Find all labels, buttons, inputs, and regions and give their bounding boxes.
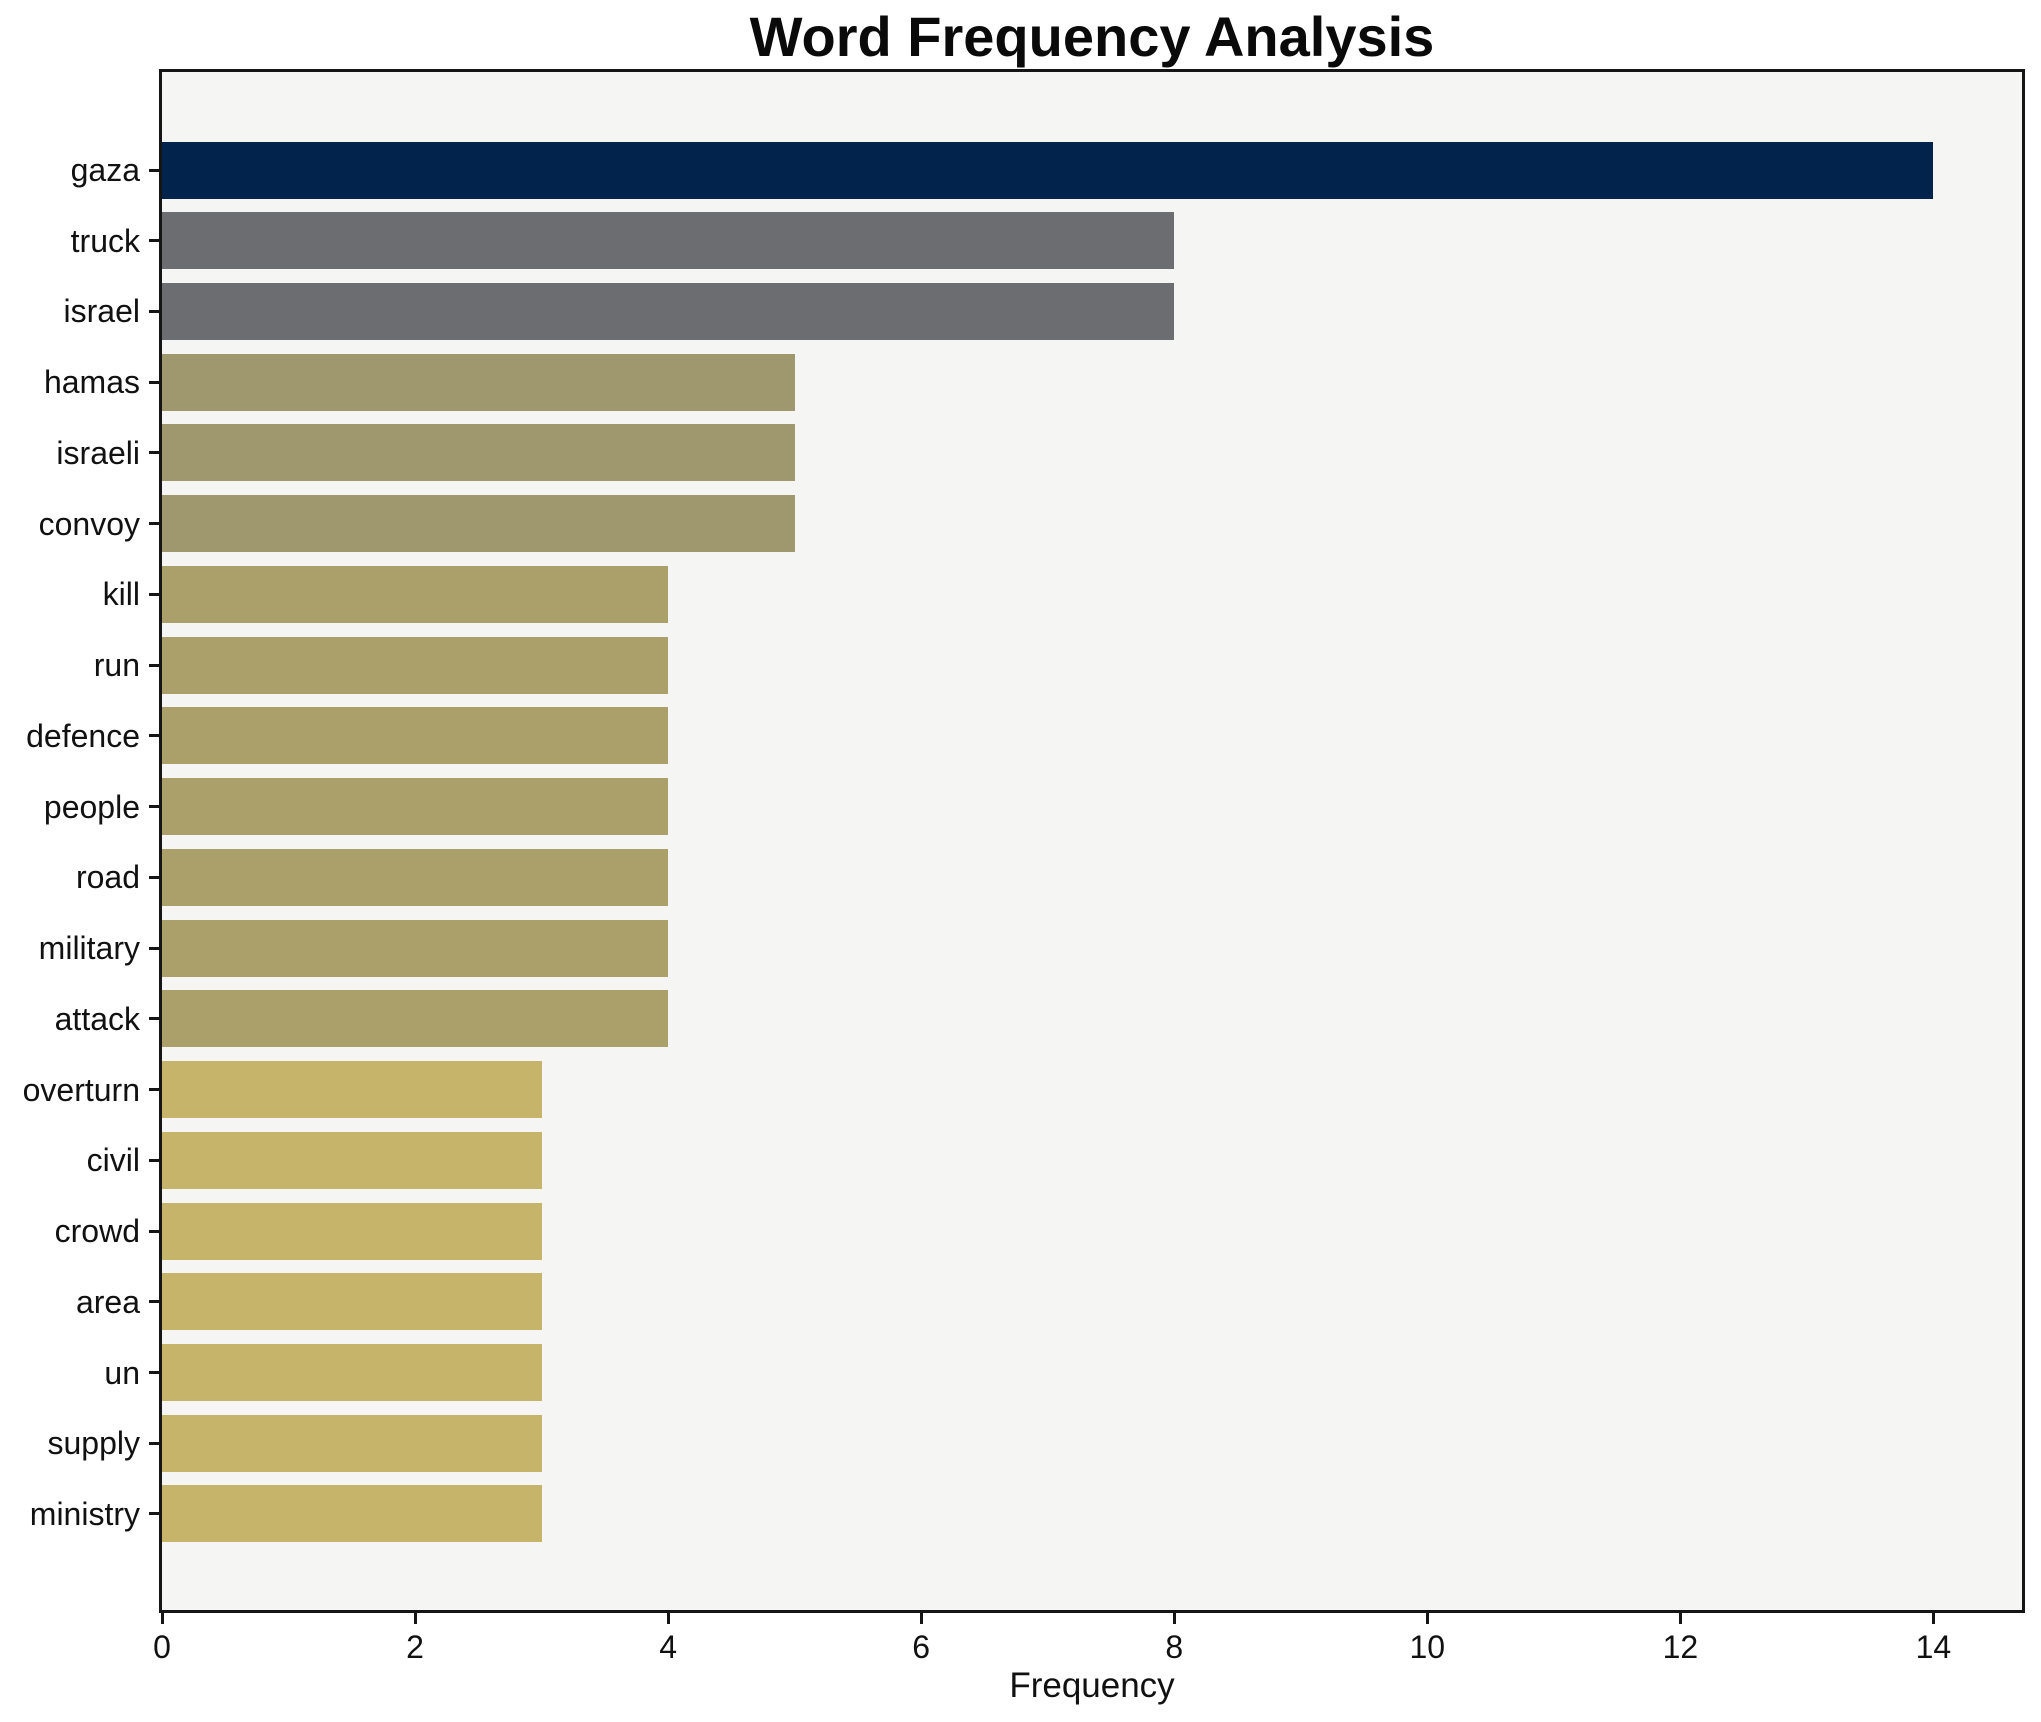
x-tick-label: 14: [1915, 1629, 1952, 1665]
x-tick-mark: [919, 1613, 923, 1624]
x-tick-label: 8: [1165, 1629, 1184, 1665]
y-tick-label-truck: truck: [70, 222, 140, 259]
y-tick-label-kill: kill: [102, 576, 140, 613]
y-tick-mark: [149, 663, 159, 667]
bar-kill: [162, 565, 669, 623]
bar-hamas: [162, 353, 795, 411]
y-tick-label-defence: defence: [26, 717, 140, 754]
y-tick-label-people: people: [43, 788, 140, 825]
x-tick-label: 4: [659, 1629, 677, 1665]
bar-civil: [162, 1131, 542, 1189]
x-tick-mark: [1172, 1613, 1176, 1624]
y-tick-mark: [149, 1088, 159, 1092]
y-tick-mark: [149, 1017, 159, 1021]
bar-attack: [162, 990, 669, 1048]
y-tick-mark: [149, 1512, 159, 1516]
x-tick-label: 12: [1662, 1629, 1699, 1665]
y-tick-mark: [149, 1371, 159, 1375]
bar-area: [162, 1273, 542, 1331]
y-tick-label-israeli: israeli: [56, 434, 140, 471]
bar-supply: [162, 1414, 542, 1472]
y-tick-label-convoy: convoy: [38, 505, 140, 542]
bar-crowd: [162, 1202, 542, 1260]
y-tick-label-attack: attack: [54, 1000, 140, 1037]
bar-truck: [162, 212, 1175, 270]
bar-gaza: [162, 141, 1934, 199]
x-tick-mark: [160, 1613, 164, 1624]
y-tick-mark: [149, 380, 159, 384]
y-tick-label-area: area: [75, 1283, 140, 1320]
y-tick-label-un: un: [104, 1354, 140, 1391]
bar-road: [162, 848, 669, 906]
y-tick-mark: [149, 946, 159, 950]
y-tick-mark: [149, 734, 159, 738]
y-tick-label-overturn: overturn: [22, 1071, 140, 1108]
x-tick-mark: [413, 1613, 417, 1624]
y-tick-label-israel: israel: [63, 293, 140, 330]
y-tick-label-civil: civil: [86, 1142, 140, 1179]
y-tick-mark: [149, 1300, 159, 1304]
y-tick-label-road: road: [75, 859, 140, 896]
x-tick-mark: [1931, 1613, 1935, 1624]
chart-title: Word Frequency Analysis: [749, 5, 1435, 68]
bar-people: [162, 778, 669, 836]
x-tick-mark: [1425, 1613, 1429, 1624]
y-tick-mark: [149, 1441, 159, 1445]
bar-un: [162, 1344, 542, 1402]
y-tick-label-ministry: ministry: [29, 1495, 140, 1532]
x-tick-mark: [1678, 1613, 1682, 1624]
y-tick-label-gaza: gaza: [70, 152, 140, 188]
y-tick-mark: [149, 451, 159, 455]
bar-run: [162, 636, 669, 694]
bar-ministry: [162, 1485, 542, 1543]
y-tick-mark: [149, 805, 159, 809]
y-tick-mark: [149, 1229, 159, 1233]
x-tick-label: 2: [406, 1629, 424, 1665]
y-tick-label-hamas: hamas: [43, 364, 140, 401]
bar-defence: [162, 707, 669, 765]
y-tick-mark: [149, 875, 159, 879]
x-tick-label: 0: [153, 1629, 171, 1665]
y-tick-mark: [149, 1158, 159, 1162]
x-tick-label: 6: [912, 1629, 931, 1665]
bar-military: [162, 919, 669, 977]
bar-israel: [162, 282, 1175, 340]
y-tick-label-supply: supply: [47, 1425, 141, 1462]
x-axis-label: Frequency: [1009, 1666, 1175, 1705]
bar-israeli: [162, 424, 795, 482]
y-tick-label-crowd: crowd: [54, 1213, 140, 1250]
y-tick-mark: [149, 592, 159, 596]
y-tick-label-run: run: [93, 647, 140, 684]
y-tick-mark: [149, 168, 159, 172]
y-tick-mark: [149, 522, 159, 526]
y-tick-mark: [149, 239, 159, 243]
plot-area: [159, 69, 2025, 1613]
y-tick-label-military: military: [38, 930, 140, 967]
x-tick-label: 10: [1409, 1629, 1446, 1665]
bar-convoy: [162, 495, 795, 553]
y-tick-mark: [149, 309, 159, 313]
x-tick-mark: [666, 1613, 670, 1624]
bar-overturn: [162, 1061, 542, 1119]
